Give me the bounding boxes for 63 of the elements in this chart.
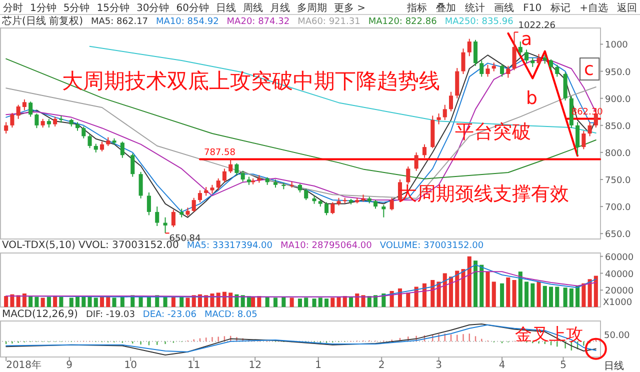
text: MA60: 921.31	[298, 17, 360, 27]
annotation: 1022.26	[518, 21, 556, 32]
text: 分时	[3, 2, 23, 14]
text: 日线	[604, 360, 624, 372]
text: X1000	[603, 298, 632, 308]
text: MA10: 854.92	[156, 17, 219, 27]
text: 月线	[270, 2, 290, 14]
text: MA5: 862.17	[90, 17, 148, 27]
y-tick-label: 700.0	[605, 203, 632, 214]
text: 1分钟	[30, 2, 56, 14]
text: 5分钟	[63, 2, 90, 14]
text: 日线	[216, 2, 236, 14]
y-tick-label: 40000	[605, 270, 634, 280]
x-tick-label: 3	[436, 360, 442, 371]
chart-title: 芯片(日线 前复权)	[1, 15, 84, 27]
y-tick-label: 20000	[605, 286, 634, 297]
x-tick-label: 10	[124, 360, 137, 371]
y-tick-label: 850.0	[605, 122, 632, 132]
text: 标记	[550, 2, 571, 14]
text: VOLUME: 37003152.00	[380, 241, 484, 251]
annotation: b	[526, 88, 538, 109]
text: MA20: 874.32	[226, 17, 290, 27]
text: MA5: 33317394.00	[186, 241, 273, 251]
text: F10	[523, 3, 542, 14]
text: MACD: 8.05	[204, 310, 258, 320]
annotation: a	[521, 29, 532, 50]
text: MA10: 28795064.00	[280, 241, 372, 251]
y-tick-label: 60000	[605, 252, 634, 263]
text: DIF: -19.03	[86, 310, 135, 320]
chart-title: MACD(12,26,9)	[2, 309, 78, 320]
text: 指标	[406, 2, 428, 14]
text: 画线	[494, 2, 514, 14]
x-tick-label: 9	[66, 360, 73, 371]
text: 更多 >	[334, 2, 366, 14]
x-tick-label: 2	[378, 360, 385, 371]
y-tick-label: 950.0	[605, 68, 632, 78]
y-tick-label: 800.0	[605, 148, 632, 159]
text: 统计	[465, 2, 486, 14]
text: +自选	[580, 2, 608, 14]
text: 15分钟	[96, 2, 130, 14]
y-tick-label: 650.0	[605, 230, 632, 240]
text: 30分钟	[136, 2, 170, 14]
x-tick-label: 5	[560, 360, 566, 371]
x-tick-label: 12	[248, 360, 262, 371]
y-tick-label: 1000	[605, 40, 628, 51]
text: MA250: 835.96	[444, 17, 514, 27]
x-tick-label: 2018年	[6, 359, 42, 371]
text: 50.00	[604, 331, 630, 341]
text: 60分钟	[176, 2, 209, 14]
chart-title: VOL-TDX(5,10) VVOL: 37003152.00	[2, 240, 179, 251]
x-tick-label: 4	[498, 360, 506, 371]
text: 叠加	[436, 2, 456, 14]
text: 返回	[617, 2, 637, 14]
text: MA120: 822.86	[368, 17, 438, 27]
text: 多周期	[296, 2, 327, 14]
x-tick-label: 1	[315, 360, 322, 371]
x-tick-label: 11	[187, 360, 200, 371]
annotation: c	[584, 59, 594, 80]
annotation: 787.58	[204, 148, 236, 158]
y-tick-label: 900.0	[605, 94, 632, 105]
text: 周线	[242, 2, 263, 14]
text: DEA: -23.06	[142, 310, 197, 320]
y-tick-label: 750.0	[605, 176, 632, 186]
